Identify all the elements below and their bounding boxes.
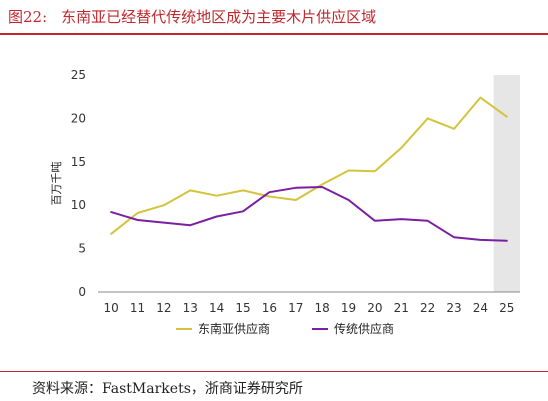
- line-chart: 0 5 10 15 20 25 10 11 12 13 14 15 16 17 18 19 20 21 22 23 2…: [50, 68, 520, 336]
- y-tick-label: 0: [78, 285, 86, 299]
- y-axis-ticks: 0 5 10 15 20 25: [71, 68, 86, 299]
- x-tick-label: 17: [288, 301, 303, 315]
- y-tick-label: 10: [71, 198, 86, 212]
- x-tick-label: 18: [315, 301, 330, 315]
- y-tick-label: 25: [71, 68, 86, 82]
- legend-label: 传统供应商: [334, 321, 394, 336]
- figure-title: 东南亚已经替代传统地区成为主要木片供应区域: [61, 8, 377, 26]
- x-tick-label: 16: [262, 301, 277, 315]
- footer-divider: [0, 371, 548, 372]
- figure-number: 图22:: [8, 8, 48, 26]
- series-line: [110, 96, 508, 235]
- x-tick-label: 14: [209, 301, 224, 315]
- series-line: [110, 186, 508, 242]
- chart-title: 图22: 东南亚已经替代传统地区成为主要木片供应区域: [8, 6, 376, 27]
- x-tick-label: 24: [473, 301, 488, 315]
- x-tick-label: 19: [341, 301, 356, 315]
- series-lines: [110, 96, 508, 242]
- x-tick-label: 11: [130, 301, 145, 315]
- x-tick-label: 22: [420, 301, 435, 315]
- x-tick-label: 20: [367, 301, 382, 315]
- y-tick-label: 20: [71, 111, 86, 125]
- title-divider: [0, 33, 548, 35]
- forecast-shaded-region: [493, 75, 520, 292]
- y-tick-label: 15: [71, 155, 86, 169]
- legend: 东南亚供应商 传统供应商: [176, 321, 394, 336]
- y-tick-label: 5: [78, 242, 86, 256]
- x-tick-label: 21: [394, 301, 409, 315]
- x-axis-ticks: 10 11 12 13 14 15 16 17 18 19 20 21 22 23 24 25: [104, 301, 515, 315]
- x-tick-label: 23: [446, 301, 461, 315]
- x-tick-label: 13: [183, 301, 198, 315]
- x-tick-label: 12: [156, 301, 171, 315]
- y-axis-label: 百万千吨: [50, 162, 63, 206]
- source-note: 资料来源：FastMarkets，浙商证券研究所: [32, 381, 303, 397]
- x-tick-label: 10: [104, 301, 119, 315]
- x-tick-label: 15: [235, 301, 250, 315]
- legend-label: 东南亚供应商: [198, 321, 270, 336]
- x-tick-label: 25: [499, 301, 514, 315]
